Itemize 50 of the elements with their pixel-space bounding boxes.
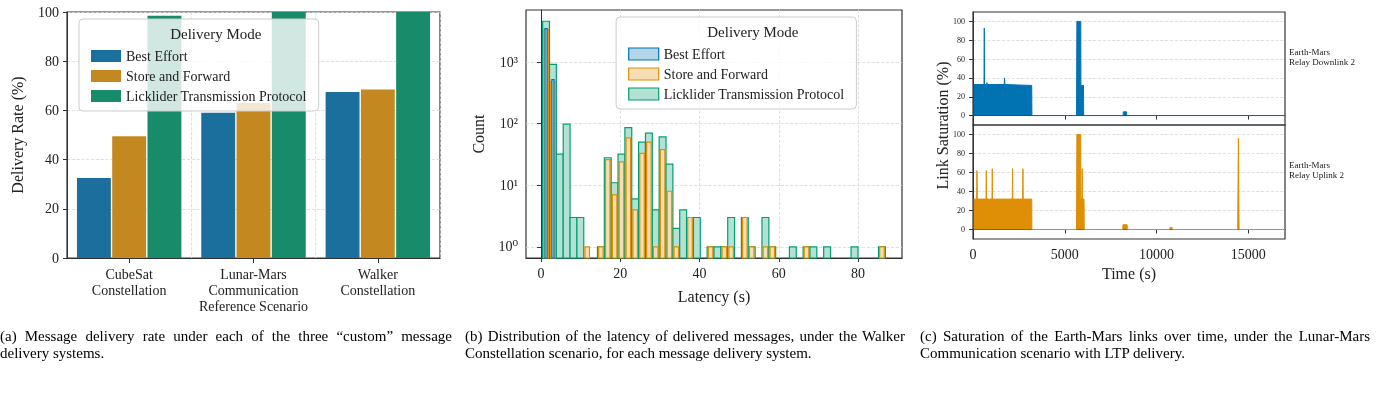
y-tick-label: 0 — [961, 111, 965, 121]
legend-title: Delivery Mode — [170, 25, 262, 42]
legend-label: Best Effort — [126, 48, 188, 64]
text: (a) Message delivery rate under each of the three “custom” message delivery systems. — [0, 328, 452, 362]
y-tick-label: 60 — [957, 168, 965, 177]
y-tick-label: 20 — [957, 92, 965, 102]
y-tick-label: 20 — [45, 201, 59, 217]
x-tick-label: 60 — [771, 265, 786, 281]
y-tick-label: 40 — [957, 73, 965, 83]
y-tick-label: 40 — [957, 187, 965, 196]
y-axis-title: Link Saturation (%) — [933, 61, 952, 190]
x-tick-label: 0 — [537, 265, 545, 281]
legend-label: Store and Forward — [126, 68, 231, 84]
y-tick-label: 100 — [953, 16, 965, 26]
y-tick-label: 100 — [953, 130, 965, 139]
y-tick-label: 60 — [957, 54, 965, 64]
y-tick-label: 0 — [961, 225, 965, 234]
x-tick-label: Walker Constellation — [340, 266, 416, 298]
x-tick-label: CubeSat Constellation — [91, 266, 167, 298]
y-tick-label: 10⁰ — [498, 239, 519, 255]
text: Earth-Mars Relay Uplink 2 — [1289, 160, 1344, 180]
x-tick-label: 15000 — [1230, 246, 1266, 262]
x-tick-label: 5000 — [1050, 246, 1079, 262]
x-tick-label: Lunar-Mars Communication Reference Scenario — [198, 266, 309, 314]
y-tick-label: 20 — [957, 206, 965, 215]
y-tick-label: 80 — [957, 35, 965, 45]
x-tick-label: 80 — [851, 265, 866, 281]
text: Earth-Mars Relay Downlink 2 — [1289, 46, 1355, 67]
y-tick-label: 10³ — [499, 54, 518, 70]
y-tick-label: 80 — [957, 149, 965, 158]
legend-label: Store and Forward — [663, 66, 768, 82]
x-tick-label: 40 — [692, 265, 707, 281]
legend-title: Delivery Mode — [707, 23, 799, 40]
y-tick-label: 80 — [45, 53, 59, 69]
x-axis-title: Latency (s) — [677, 287, 751, 306]
legend-label: Licklider Transmission Protocol — [126, 88, 307, 104]
y-tick-label: 40 — [45, 152, 59, 168]
y-tick-label: 10² — [499, 116, 518, 132]
text: (b) Distribution of the latency of delivered messages, under the Walker Constellation scenario, for each message delivery system. — [465, 328, 905, 362]
y-axis-title: Delivery Rate (%) — [8, 76, 27, 194]
x-tick-label: 20 — [613, 265, 628, 281]
y-tick-label: 10¹ — [499, 177, 518, 193]
legend-label: Best Effort — [663, 46, 726, 62]
y-tick-label: 60 — [45, 102, 59, 118]
x-axis-title: Time (s) — [1101, 264, 1157, 283]
text: (c) Saturation of the Earth-Mars links over time, under the Lunar-Mars Communication scenario with LTP delivery. — [920, 328, 1370, 362]
y-axis-title: Count — [469, 113, 487, 154]
x-tick-label: 10000 — [1139, 246, 1175, 262]
y-tick-label: 100 — [38, 4, 59, 20]
legend-label: Licklider Transmission Protocol — [663, 86, 845, 102]
